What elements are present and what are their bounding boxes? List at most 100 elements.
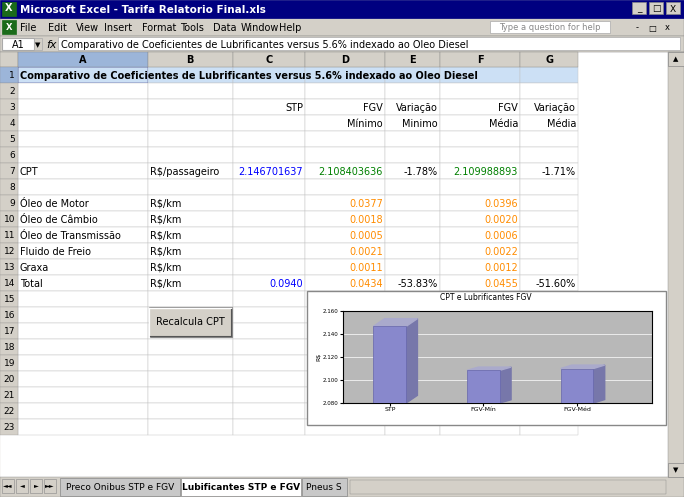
Text: 0.0020: 0.0020 bbox=[484, 215, 518, 225]
Bar bbox=[2, 2, 16, 16]
Text: 0.0396: 0.0396 bbox=[484, 199, 518, 209]
Text: Window: Window bbox=[241, 23, 279, 33]
Bar bbox=[305, 403, 385, 419]
Bar bbox=[520, 179, 578, 195]
Text: -53.83%: -53.83% bbox=[398, 279, 438, 289]
Bar bbox=[355, 303, 651, 311]
Bar bbox=[233, 131, 305, 147]
Bar bbox=[2, 20, 16, 34]
Text: CPT e Lubrificantes FGV: CPT e Lubrificantes FGV bbox=[440, 293, 532, 302]
Bar bbox=[649, 2, 663, 14]
Bar bbox=[148, 291, 233, 307]
Bar bbox=[385, 419, 440, 435]
Bar bbox=[0, 67, 18, 83]
Bar bbox=[385, 131, 440, 147]
Bar bbox=[440, 227, 520, 243]
Text: 12: 12 bbox=[3, 248, 15, 256]
Bar bbox=[520, 115, 578, 131]
Bar bbox=[520, 195, 578, 211]
Bar bbox=[440, 52, 520, 67]
Bar bbox=[18, 227, 148, 243]
Text: 16: 16 bbox=[3, 312, 15, 321]
Text: 0.0018: 0.0018 bbox=[350, 215, 383, 225]
Bar bbox=[440, 163, 520, 179]
Text: R$/km: R$/km bbox=[150, 279, 181, 289]
Text: ▼: ▼ bbox=[36, 42, 40, 48]
Bar bbox=[0, 275, 18, 291]
Bar bbox=[233, 307, 305, 323]
Text: Média: Média bbox=[488, 119, 518, 129]
Bar bbox=[440, 67, 520, 83]
Text: Microsoft Excel - Tarifa Relatorio Final.xls: Microsoft Excel - Tarifa Relatorio Final… bbox=[20, 5, 266, 15]
Bar bbox=[0, 477, 684, 497]
Bar bbox=[440, 147, 520, 163]
Bar bbox=[305, 339, 385, 355]
Polygon shape bbox=[373, 319, 417, 327]
Bar bbox=[520, 259, 578, 275]
Bar bbox=[520, 227, 578, 243]
Bar bbox=[520, 243, 578, 259]
Text: ►►: ►► bbox=[45, 484, 55, 489]
Bar bbox=[668, 52, 684, 66]
Text: 5: 5 bbox=[10, 136, 15, 145]
Bar bbox=[233, 387, 305, 403]
Text: 14: 14 bbox=[3, 279, 15, 288]
Bar bbox=[233, 67, 305, 83]
Bar bbox=[440, 115, 520, 131]
Bar bbox=[148, 419, 233, 435]
Bar bbox=[305, 67, 385, 83]
Text: 10: 10 bbox=[3, 216, 15, 225]
Bar bbox=[440, 83, 520, 99]
Bar bbox=[233, 371, 305, 387]
Bar bbox=[233, 115, 305, 131]
Text: X: X bbox=[5, 23, 12, 32]
Bar bbox=[305, 227, 385, 243]
Bar bbox=[440, 179, 520, 195]
Bar bbox=[520, 291, 578, 307]
Bar bbox=[233, 419, 305, 435]
Bar bbox=[385, 291, 440, 307]
Bar bbox=[385, 195, 440, 211]
Text: □: □ bbox=[648, 23, 656, 32]
Bar bbox=[440, 291, 520, 307]
Text: 15: 15 bbox=[3, 296, 15, 305]
Text: 2.108403636: 2.108403636 bbox=[319, 167, 383, 177]
Bar bbox=[233, 355, 305, 371]
Text: CPT: CPT bbox=[20, 167, 38, 177]
Bar bbox=[385, 307, 440, 323]
Text: -: - bbox=[635, 23, 638, 32]
Bar bbox=[18, 211, 148, 227]
Bar bbox=[0, 179, 18, 195]
Text: x: x bbox=[664, 23, 670, 32]
Polygon shape bbox=[594, 365, 605, 403]
Text: 0.0940: 0.0940 bbox=[269, 279, 303, 289]
Bar bbox=[385, 371, 440, 387]
Bar bbox=[148, 307, 233, 323]
Text: Graxa: Graxa bbox=[20, 263, 49, 273]
Text: 0.0012: 0.0012 bbox=[484, 263, 518, 273]
Text: 0.0434: 0.0434 bbox=[350, 279, 383, 289]
Text: 0.0005: 0.0005 bbox=[350, 231, 383, 241]
Bar bbox=[148, 371, 233, 387]
Bar bbox=[148, 243, 233, 259]
Bar bbox=[385, 259, 440, 275]
Text: A1: A1 bbox=[12, 40, 25, 50]
Text: 0.0377: 0.0377 bbox=[349, 199, 383, 209]
Bar bbox=[18, 355, 148, 371]
Text: 8: 8 bbox=[10, 183, 15, 192]
Bar bbox=[305, 243, 385, 259]
Text: ◄◄: ◄◄ bbox=[3, 484, 13, 489]
Bar bbox=[148, 259, 233, 275]
Bar bbox=[632, 2, 646, 14]
Bar bbox=[148, 131, 233, 147]
Bar bbox=[148, 275, 233, 291]
Bar bbox=[0, 18, 684, 36]
Bar bbox=[18, 419, 148, 435]
Bar bbox=[520, 339, 578, 355]
Bar bbox=[440, 355, 520, 371]
Text: Insert: Insert bbox=[104, 23, 132, 33]
Bar bbox=[148, 227, 233, 243]
Bar bbox=[440, 403, 520, 419]
Polygon shape bbox=[467, 367, 511, 370]
Bar bbox=[302, 478, 347, 496]
